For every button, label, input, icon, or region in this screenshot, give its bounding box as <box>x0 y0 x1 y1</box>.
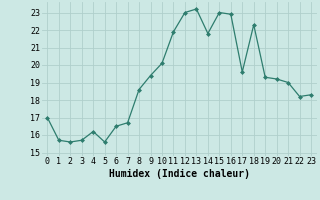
X-axis label: Humidex (Indice chaleur): Humidex (Indice chaleur) <box>109 169 250 179</box>
